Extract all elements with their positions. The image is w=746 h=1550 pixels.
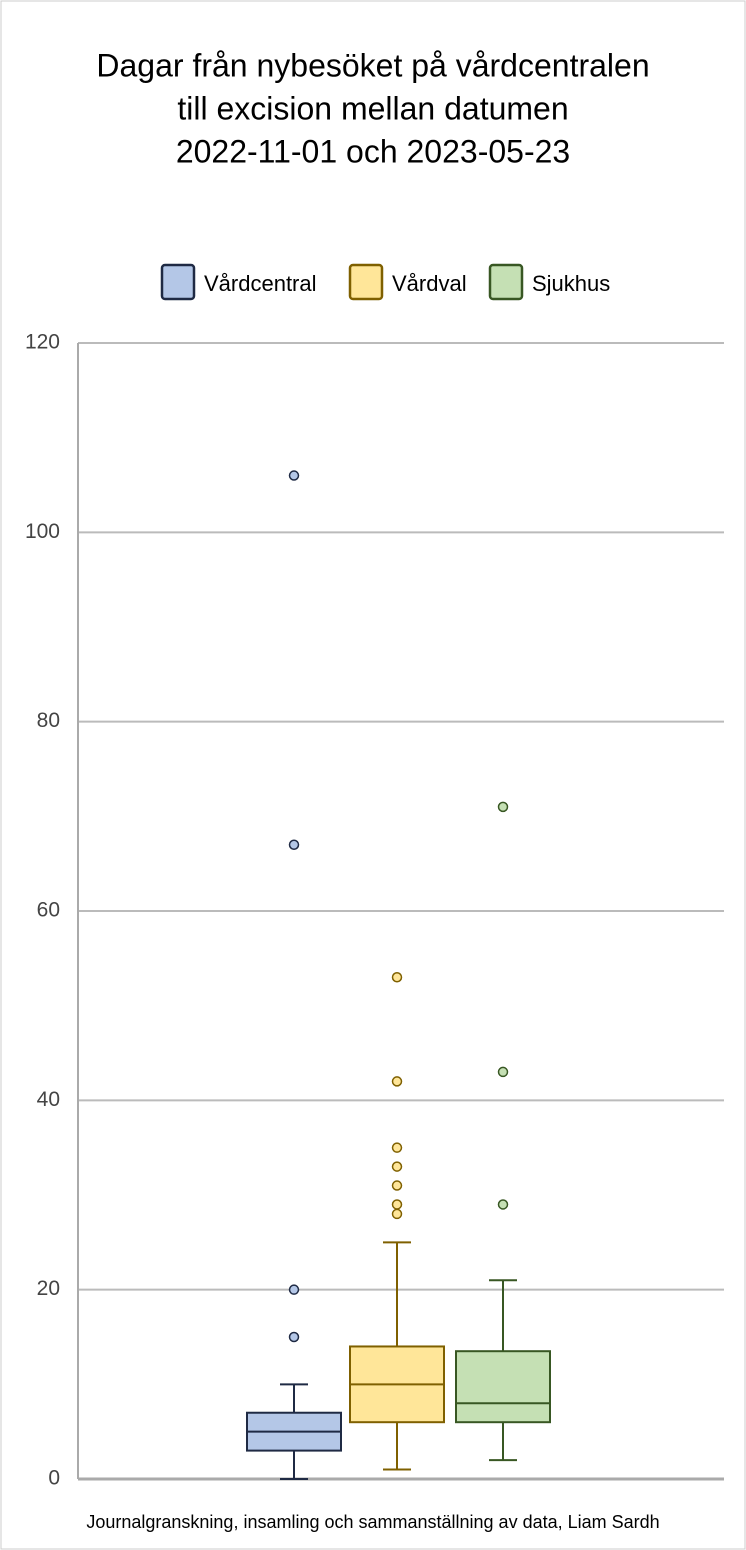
outlier: [391, 1199, 403, 1210]
legend-label: Vårdcentral: [204, 271, 317, 296]
legend-swatch: [348, 263, 384, 301]
outlier: [288, 839, 300, 850]
outlier: [391, 1208, 403, 1220]
y-tick-label: 20: [37, 1277, 60, 1300]
legend-label: Vårdval: [392, 271, 467, 296]
y-tick-label: 120: [25, 331, 60, 354]
outlier: [497, 1199, 509, 1210]
outlier: [288, 470, 300, 481]
legend-swatch: [488, 263, 524, 301]
legend-label: Sjukhus: [532, 271, 610, 296]
chart-title: till excision mellan datumen: [177, 90, 568, 126]
chart-title: 2022-11-01 och 2023-05-23: [176, 133, 570, 169]
y-tick-label: 40: [37, 1088, 60, 1111]
legend-swatch: [160, 263, 196, 301]
outlier: [391, 1142, 403, 1153]
box: [455, 1350, 551, 1424]
y-tick-label: 100: [25, 520, 60, 543]
y-tick-label: 80: [37, 709, 60, 732]
chart-title: Dagar från nybesöket på vårdcentralen: [96, 47, 649, 83]
y-tick-label: 60: [37, 899, 60, 922]
outlier: [391, 972, 403, 983]
source-note: Journalgranskning, insamling och sammans…: [86, 1512, 659, 1532]
y-tick-label: 0: [48, 1467, 60, 1490]
outlier: [497, 1066, 509, 1078]
outlier: [288, 1284, 300, 1295]
outlier: [391, 1076, 403, 1087]
outlier: [288, 1331, 300, 1343]
outlier: [497, 801, 509, 813]
outlier: [391, 1161, 403, 1172]
outlier: [391, 1180, 403, 1191]
